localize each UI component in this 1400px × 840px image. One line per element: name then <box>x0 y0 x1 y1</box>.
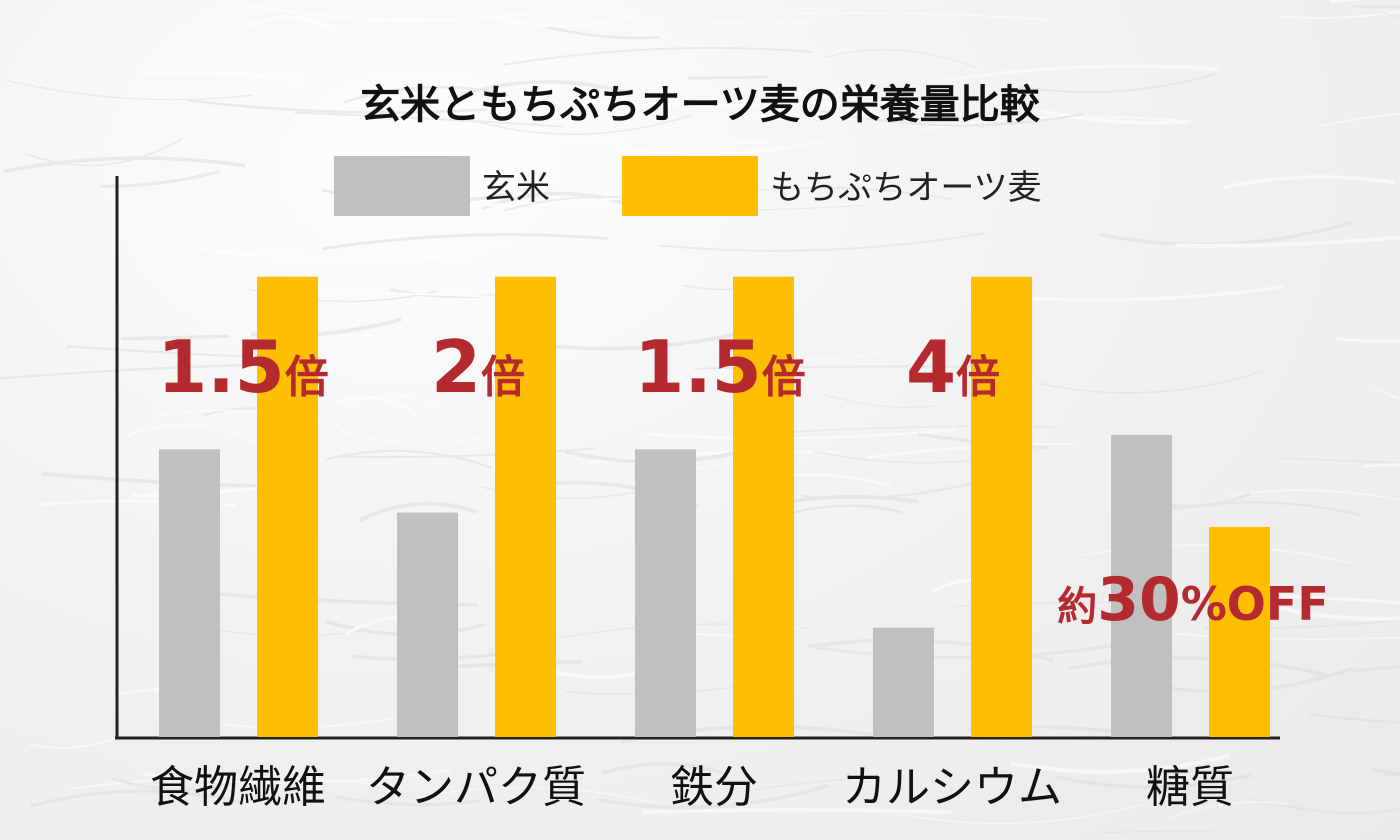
legend-swatch-oats <box>622 156 758 216</box>
bar-genmai-4 <box>1111 434 1172 737</box>
bar-genmai-0 <box>159 449 220 737</box>
category-label: タンパク質 <box>366 762 586 813</box>
chart-title: 玄米ともちぷちオーツ麦の栄養量比較 <box>360 82 1041 128</box>
annotation-4: 約30%OFF <box>1057 565 1329 635</box>
annotation-1: 2倍 <box>431 325 525 409</box>
bar-genmai-3 <box>873 627 934 737</box>
category-label: 鉄分 <box>670 762 758 813</box>
annotation-3: 4倍 <box>906 325 1000 409</box>
category-label: カルシウム <box>842 762 1062 813</box>
annotation-0: 1.5倍 <box>157 325 329 409</box>
legend-swatch-genmai <box>334 156 470 216</box>
legend-label-genmai: 玄米 <box>482 168 550 208</box>
bar-oats-2 <box>733 276 794 737</box>
legend: 玄米 もちぷちオーツ麦 <box>334 156 1042 216</box>
category-label: 食物繊維 <box>150 762 326 813</box>
category-label: 糖質 <box>1146 762 1234 813</box>
bar-genmai-2 <box>635 449 696 737</box>
annotation-2: 1.5倍 <box>634 325 806 409</box>
bar-genmai-1 <box>397 512 458 737</box>
legend-label-oats: もちぷちオーツ麦 <box>770 168 1042 208</box>
bar-oats-3 <box>971 276 1032 737</box>
bar-oats-1 <box>495 276 556 737</box>
bar-oats-0 <box>257 276 318 737</box>
bar-oats-4 <box>1209 526 1270 737</box>
